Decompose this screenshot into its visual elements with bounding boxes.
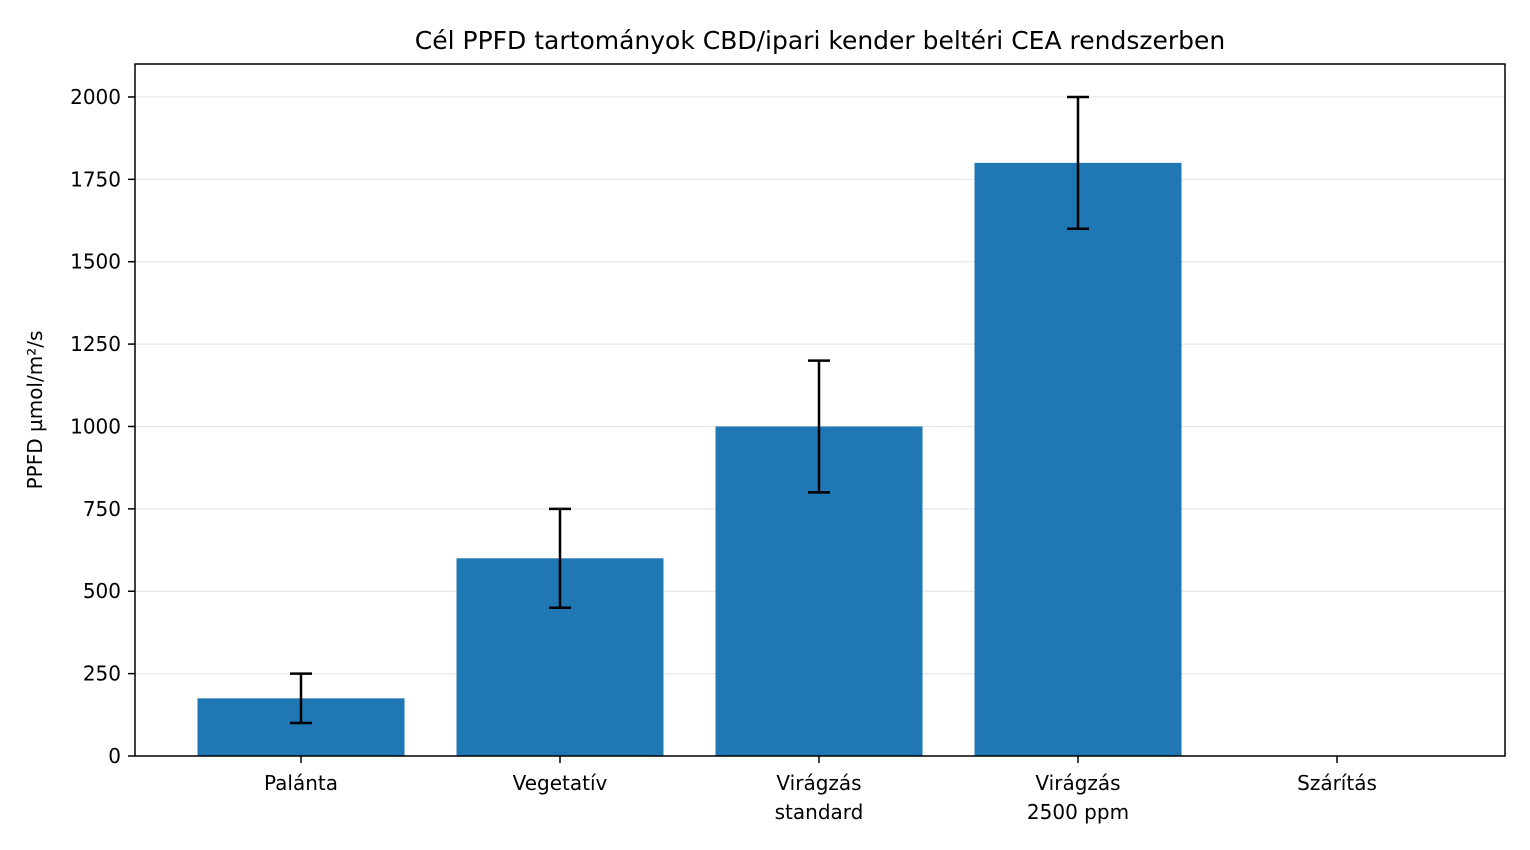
x-tick-label: Virágzás 2500 ppm: [1027, 771, 1129, 824]
bar-3: [974, 162, 1182, 756]
x-tick-label-line: Virágzás: [1035, 771, 1120, 795]
y-tick-label: 750: [83, 497, 121, 521]
x-tick-label: Palánta: [264, 771, 338, 795]
y-tick-label: 250: [83, 662, 121, 686]
x-tick-label-line: standard: [775, 800, 864, 824]
x-tick-label-line: Palánta: [264, 771, 338, 795]
x-tick-label-line: Szárítás: [1297, 771, 1377, 795]
x-tick-label-line: 2500 ppm: [1027, 800, 1129, 824]
y-axis: 0 250 500 750 1000 1250 1500 1750 2000: [70, 85, 135, 768]
bars: [197, 162, 1182, 756]
plot-frame: [134, 63, 1506, 757]
error-bar-3: [1067, 95, 1089, 231]
x-tick-label: Szárítás: [1297, 771, 1377, 795]
y-tick-label: 1250: [70, 332, 121, 356]
x-axis: Palánta Vegetatív Virágzás standardVirágzás…: [264, 756, 1377, 824]
y-tick-label: 0: [108, 744, 121, 768]
error-bar-0: [290, 672, 312, 725]
x-tick-label: Vegetatív: [513, 771, 608, 795]
x-tick-label: Virágzás standard: [775, 771, 864, 824]
error-bar-2: [808, 359, 830, 494]
y-tick-label: 500: [83, 579, 121, 603]
x-tick-label-line: Vegetatív: [513, 771, 608, 795]
chart-title: Cél PPFD tartományok CBD/ipari kender be…: [415, 26, 1225, 55]
y-axis-label: PPFD µmol/m²/s: [23, 331, 47, 490]
y-tick-label: 1750: [70, 167, 121, 191]
y-tick-label: 2000: [70, 85, 121, 109]
error-bar-1: [549, 507, 571, 609]
error-bars: [290, 95, 1348, 757]
x-tick-label-line: Virágzás: [776, 771, 861, 795]
y-tick-label: 1000: [70, 414, 121, 438]
y-tick-label: 1500: [70, 250, 121, 274]
